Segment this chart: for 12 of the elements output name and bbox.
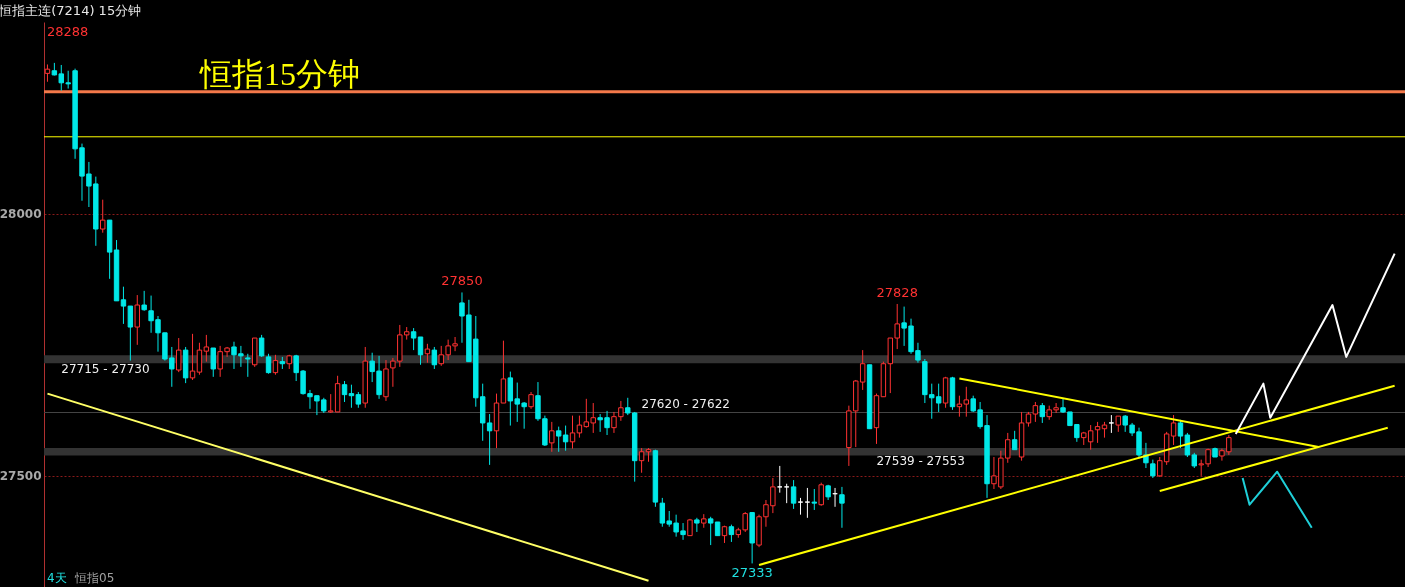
annotation: 4天 bbox=[47, 571, 67, 585]
annotation: 27333 bbox=[731, 565, 773, 581]
y-tick-label: 28000 bbox=[0, 207, 42, 222]
band-label: 27539 - 27553 bbox=[876, 454, 965, 469]
band-label: 27620 - 27622 bbox=[641, 396, 730, 411]
annotation: 28288 bbox=[47, 24, 89, 39]
annotation: 27828 bbox=[876, 284, 918, 300]
annotation: 27850 bbox=[441, 273, 483, 289]
y-tick-label: 27500 bbox=[0, 469, 42, 484]
annotation: 恒指05 bbox=[74, 571, 115, 585]
band-label: 27715 - 27730 bbox=[61, 362, 150, 377]
annotation: 恒指15分钟 bbox=[199, 56, 360, 92]
